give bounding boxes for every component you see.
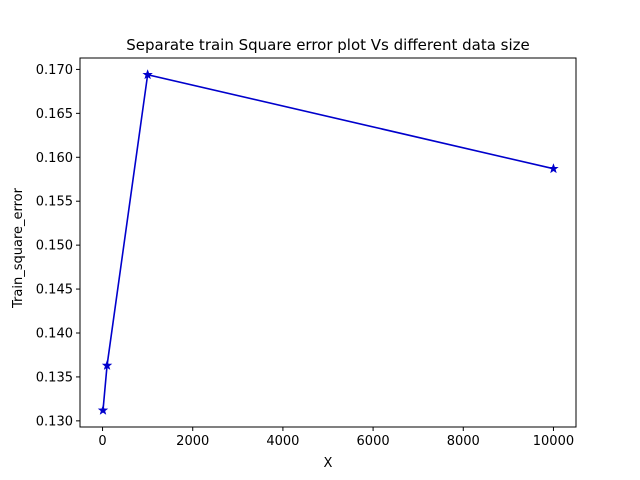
data-point-star bbox=[97, 404, 109, 415]
y-tick-label: 0.135 bbox=[36, 370, 73, 385]
plot-frame bbox=[79, 57, 577, 428]
y-tick-label: 0.165 bbox=[36, 107, 73, 122]
data-point-star bbox=[142, 69, 153, 80]
data-point-star bbox=[548, 163, 559, 174]
data-series bbox=[97, 69, 559, 415]
y-tick-label: 0.130 bbox=[36, 414, 73, 429]
y-axis-title: Train_square_error bbox=[11, 187, 26, 309]
y-tick-label: 0.170 bbox=[36, 63, 73, 78]
y-tick-label: 0.140 bbox=[36, 326, 73, 341]
data-point-star bbox=[101, 360, 113, 370]
series-line bbox=[102, 73, 554, 411]
y-tick-label: 0.145 bbox=[36, 283, 73, 298]
x-tick-label: 4000 bbox=[266, 434, 299, 449]
x-tick-label: 6000 bbox=[357, 434, 390, 449]
y-tick-label: 0.160 bbox=[36, 151, 73, 166]
x-tick-label: 2000 bbox=[176, 434, 209, 449]
y-tick-label: 0.150 bbox=[36, 239, 73, 254]
y-tick-label: 0.155 bbox=[36, 195, 73, 210]
chart-title: Separate train Square error plot Vs diff… bbox=[126, 36, 530, 54]
x-axis-title: X bbox=[324, 456, 333, 471]
x-tick-label: 10000 bbox=[533, 434, 574, 449]
x-tick-label: 0 bbox=[98, 434, 106, 449]
axis-ticks: 0 2000 4000 6000 8000 10000 0.130 0.135 0.140 0.1… bbox=[36, 63, 574, 449]
x-tick-label: 8000 bbox=[447, 434, 480, 449]
